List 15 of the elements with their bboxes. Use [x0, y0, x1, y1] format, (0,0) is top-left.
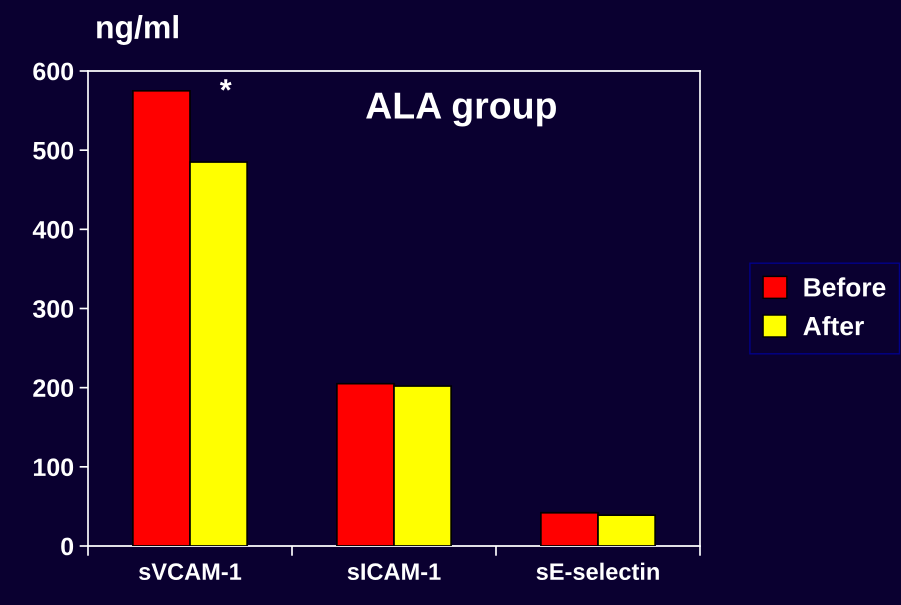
x-tick-label: sICAM-1	[348, 563, 441, 580]
y-axis-title: ng/ml	[97, 15, 178, 45]
y-tick-label: 600	[33, 62, 74, 80]
y-tick-label: 0	[61, 538, 74, 556]
legend-label: Before	[804, 277, 886, 297]
y-tick-label: 400	[32, 220, 74, 239]
text: ALA group	[366, 92, 556, 126]
x-tick-label: sE-selectin	[536, 562, 659, 580]
legend-label: After	[803, 316, 864, 336]
y-tick-label: 100	[34, 458, 74, 476]
annotation: *	[220, 79, 232, 91]
x-tick-label: sVCAM-1	[139, 563, 242, 580]
y-tick-label: 300	[32, 300, 74, 318]
y-tick-label: 500	[33, 142, 74, 160]
y-tick-label: 200	[33, 379, 74, 397]
